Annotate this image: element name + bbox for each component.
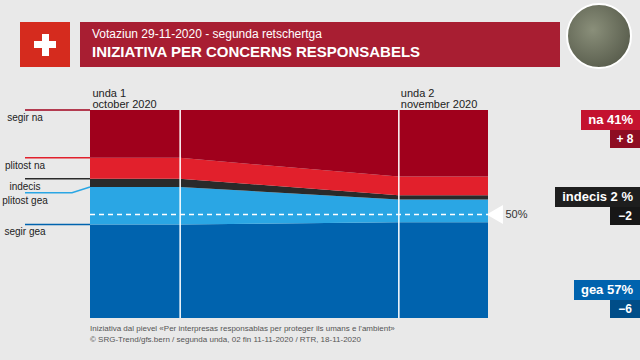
svg-text:plitost gea: plitost gea xyxy=(2,195,48,206)
svg-text:indecis: indecis xyxy=(9,181,40,192)
html-text:© SRG-Trend/gfs.bern / segunda: © SRG-Trend/gfs.bern / segunda unda, 02 … xyxy=(90,335,361,344)
html-text:+ 8: + 8 xyxy=(616,132,634,146)
html-text:indecis 2 %: indecis 2 % xyxy=(562,189,633,205)
html-text:Votaziun 29-11-2020 - segunda: Votaziun 29-11-2020 - segunda retschertg… xyxy=(92,27,322,41)
html-text:−2: −2 xyxy=(618,209,632,224)
svg-text:50%: 50% xyxy=(506,208,528,220)
html-text:gea 57%: gea 57% xyxy=(581,282,633,297)
svg-text:segir na: segir na xyxy=(7,112,43,123)
svg-text:unda 2november 2020: unda 2november 2020 xyxy=(401,87,477,110)
svg-text:unda 1october 2020: unda 1october 2020 xyxy=(93,87,157,110)
html-text:Iniziativa dal pievel «Per int: Iniziativa dal pievel «Per interpresas r… xyxy=(90,324,395,333)
html-text:na 41%: na 41% xyxy=(588,112,633,127)
html-text:−6: −6 xyxy=(618,302,632,316)
svg-text:segir gea: segir gea xyxy=(4,226,46,237)
svg-text:plitost na: plitost na xyxy=(5,160,45,171)
html-text:INIZIATIVA PER CONCERNS RESPON: INIZIATIVA PER CONCERNS RESPONSABELS xyxy=(92,43,421,60)
